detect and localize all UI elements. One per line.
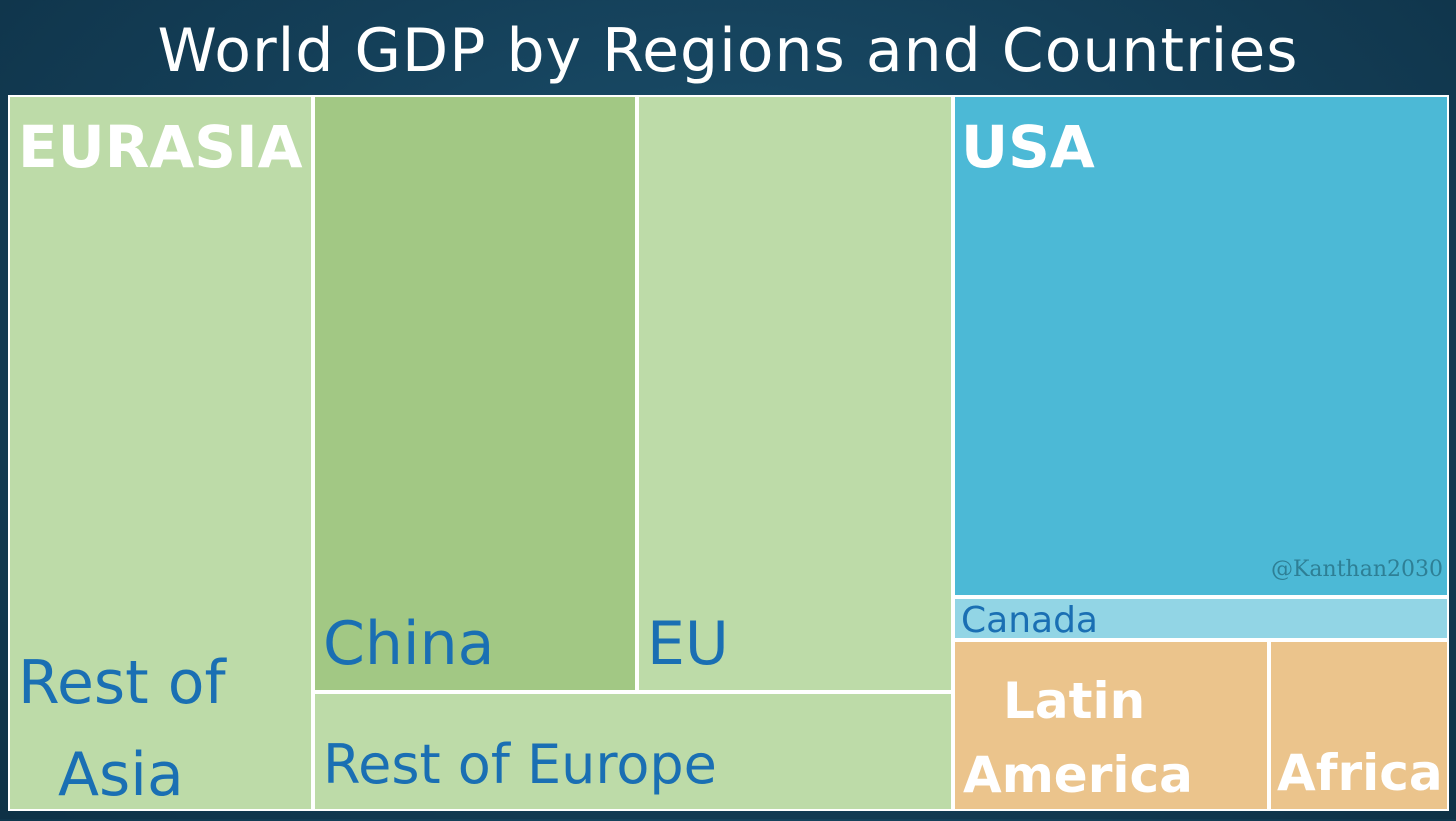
region-label-usa: USA (961, 113, 1095, 181)
treemap-cell-africa: Africa (1269, 640, 1449, 811)
treemap-label-eu: EU (647, 609, 729, 679)
treemap-cell-eu: EU (637, 95, 953, 692)
treemap-label-canada: Canada (961, 600, 1098, 641)
treemap-label-africa: Africa (1277, 744, 1443, 802)
treemap-cell-canada: Canada (953, 597, 1449, 641)
region-label-eurasia: EURASIA (18, 113, 303, 181)
treemap-label-rest-of-asia-line-1: Rest of (18, 648, 226, 718)
treemap-label-rest-of-asia-line-2: Asia (58, 740, 184, 810)
chart-title: World GDP by Regions and Countries (157, 16, 1299, 86)
treemap-cell-usa (953, 95, 1449, 597)
treemap-label-rest-of-europe: Rest of Europe (323, 733, 717, 796)
treemap-cell-rest-of-asia: Rest of Asia (8, 95, 313, 811)
treemap-plot: Africa Latin America Canada Rest of Europe EU… (8, 95, 1449, 811)
treemap-cell-china: China (313, 95, 637, 692)
treemap-label-latin-america-line-1: Latin (1003, 672, 1146, 730)
treemap-cell-latin-america: Latin America (953, 640, 1269, 811)
treemap-label-latin-america-line-2: America (963, 746, 1193, 804)
treemap-cell-rest-of-europe: Rest of Europe (313, 692, 953, 811)
treemap-label-china: China (323, 609, 495, 679)
watermark-credit: @Kanthan2030 (1270, 557, 1443, 582)
